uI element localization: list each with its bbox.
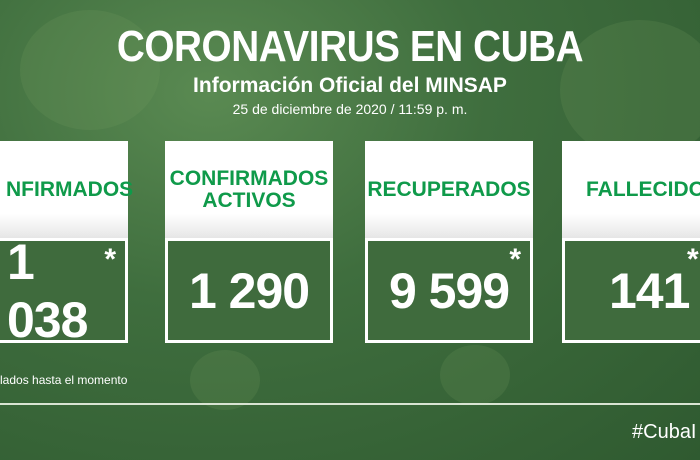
subtitle: Información Oficial del MINSAP [193, 74, 507, 97]
card-label: RECUPERADOS [365, 141, 533, 238]
card-confirmados-activos: CONFIRMADOS ACTIVOS 1 290 [165, 141, 333, 343]
card-label: FALLECIDOS [562, 141, 700, 238]
card-value: 9 599 [388, 262, 510, 319]
card-confirmados: NFIRMADOS 1 038 * [0, 141, 133, 348]
virus-background-icon [190, 350, 260, 410]
footnote: lados hasta el momento [0, 373, 128, 387]
divider [0, 403, 700, 405]
virus-background-icon [560, 20, 700, 160]
page-title: CORONAVIRUS EN CUBA [116, 22, 584, 71]
card-value-box: 1 290 [168, 241, 330, 340]
card-value-box: 141 * [565, 241, 700, 340]
virus-background-icon [440, 345, 510, 405]
card-value: 141 [609, 262, 690, 319]
card-value-box: 1 038 * [0, 234, 125, 348]
card-label: NFIRMADOS [0, 141, 133, 238]
asterisk: * [687, 243, 699, 276]
card-fallecidos: FALLECIDOS 141* [562, 141, 700, 343]
card-recuperados: RECUPERADOS 9 599 * [365, 141, 533, 343]
virus-background-icon [20, 10, 160, 130]
card-value: 1 290 [188, 262, 310, 319]
card-value: 1 038 [7, 233, 88, 348]
hashtag: #CubaI [632, 421, 697, 443]
date-stamp: 25 de diciembre de 2020 / 11:59 p. m. [232, 101, 468, 117]
asterisk: * [509, 243, 521, 276]
asterisk: * [104, 243, 116, 276]
card-label: CONFIRMADOS ACTIVOS [165, 141, 333, 238]
card-value-box: 9 599 * [368, 241, 530, 340]
